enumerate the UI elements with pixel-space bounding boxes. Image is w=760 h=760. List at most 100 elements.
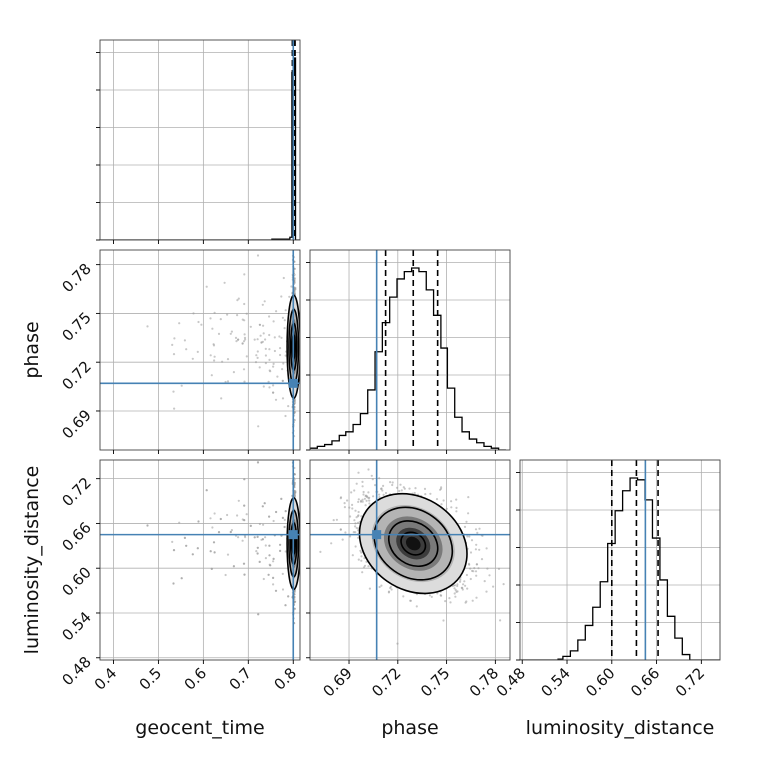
scatter-point (280, 336, 283, 339)
scatter-point (278, 335, 281, 338)
scatter-point (284, 309, 287, 312)
scatter-point (243, 302, 246, 306)
panel-geocent-time-vs-geocent-time (96, 39, 301, 244)
scatter-point (264, 536, 267, 539)
scatter-point (249, 524, 252, 528)
scatter-point (268, 515, 271, 518)
scatter-point (268, 369, 271, 372)
scatter-point (424, 493, 427, 496)
scatter-point (226, 553, 230, 556)
scatter-point (517, 557, 519, 559)
scatter-point (264, 544, 267, 547)
scatter-point (192, 312, 195, 315)
y-tick-label: 0.60 (58, 563, 94, 599)
scatter-point (262, 577, 265, 581)
scatter-point (283, 518, 286, 522)
scatter-point (245, 513, 248, 516)
scatter-point (242, 562, 246, 565)
scatter-point (268, 554, 271, 557)
scatter-point (269, 564, 272, 567)
scatter-point (226, 513, 229, 517)
scatter-point (391, 483, 394, 487)
scatter-point (263, 300, 266, 303)
scatter-point (205, 285, 208, 288)
scatter-point (455, 498, 458, 501)
scatter-point (448, 597, 451, 600)
y-tick-label: 0.48 (58, 653, 94, 689)
scatter-point (272, 583, 275, 586)
scatter-point (288, 295, 291, 298)
scatter-point (272, 384, 275, 387)
scatter-point (450, 506, 453, 509)
scatter-point (408, 487, 411, 490)
scatter-point (429, 492, 432, 495)
scatter-point (478, 527, 481, 530)
x-tick-label: 0.7 (226, 664, 256, 694)
scatter-point (256, 356, 259, 359)
scatter-point (360, 555, 363, 558)
scatter-point (243, 333, 246, 336)
scatter-point (469, 577, 472, 581)
scatter-point (173, 337, 176, 340)
scatter-point (257, 425, 260, 428)
scatter-point (359, 549, 362, 552)
scatter-point (360, 551, 363, 554)
scatter-point (492, 585, 495, 588)
scatter-point (281, 368, 284, 371)
scatter-point (284, 510, 287, 513)
scatter-point (273, 349, 276, 353)
scatter-point (281, 572, 284, 576)
scatter-point (253, 536, 256, 539)
scatter-point (212, 344, 216, 347)
scatter-point (262, 332, 265, 335)
scatter-point (357, 558, 360, 561)
scatter-point (279, 543, 282, 546)
scatter-point (414, 487, 417, 490)
scatter-point (243, 478, 246, 481)
scatter-point (361, 571, 364, 574)
y-tick-label: 0.72 (58, 357, 94, 393)
scatter-point (440, 503, 443, 506)
scatter-point (256, 552, 259, 555)
scatter-point (241, 318, 244, 321)
scatter-point (243, 504, 246, 507)
scatter-point (357, 500, 360, 503)
scatter-point (455, 590, 458, 594)
scatter-point (243, 519, 246, 522)
scatter-point (262, 385, 265, 388)
scatter-point (242, 368, 246, 371)
scatter-point (478, 548, 481, 551)
scatter-point (281, 379, 284, 382)
scatter-point (213, 551, 216, 554)
scatter-point (279, 549, 282, 553)
scatter-point (180, 577, 183, 580)
scatter-point (260, 341, 263, 344)
panel-luminosity-distance-vs-phase: 0.69 0.72 0.75 0.78 (306, 459, 519, 700)
scatter-point (264, 557, 267, 560)
scatter-point (212, 541, 216, 544)
scatter-point (467, 496, 470, 499)
scatter-point (223, 281, 226, 284)
scatter-point (474, 528, 478, 531)
scatter-point (213, 512, 216, 515)
corner-panels: 0.690.720.750.780.4 0.5 0.6 0.7 0.80.480.540… (58, 39, 721, 700)
scatter-point (262, 523, 265, 526)
scatter-point (480, 558, 484, 561)
scatter-point (226, 358, 230, 361)
scatter-point (396, 642, 399, 645)
scatter-point (464, 601, 467, 604)
scatter-point (237, 338, 240, 341)
panel-content (310, 250, 510, 450)
scatter-point (470, 539, 474, 542)
scatter-point (362, 490, 365, 494)
scatter-point (196, 350, 199, 353)
scatter-point (219, 318, 222, 321)
scatter-point (213, 359, 216, 362)
scatter-point (409, 599, 412, 602)
scatter-point (249, 325, 252, 328)
scatter-point (365, 499, 368, 502)
scatter-point (272, 519, 275, 523)
histogram-phase (310, 267, 506, 450)
scatter-point (360, 559, 363, 562)
